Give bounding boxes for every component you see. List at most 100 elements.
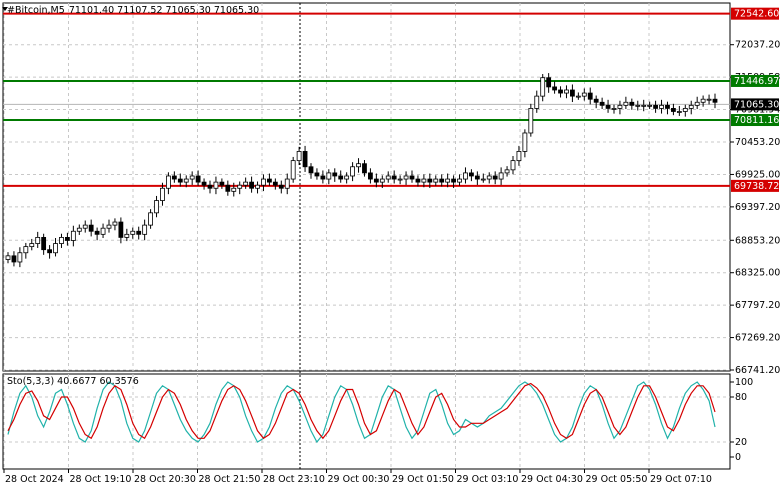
price-pane[interactable] — [2, 2, 731, 469]
candle-body — [700, 98, 706, 103]
level-tag-label: 70811.16 — [734, 115, 779, 126]
time-tick-label: 29 Oct 04:30 — [521, 474, 583, 485]
candle-body — [237, 184, 243, 189]
candle-body — [457, 178, 462, 183]
candle-body — [635, 104, 641, 107]
price-tick-label: 66741.20 — [735, 365, 780, 376]
candle-body — [47, 249, 52, 254]
candle-body — [189, 175, 195, 180]
level-tag — [731, 74, 779, 87]
candle-body — [540, 77, 546, 97]
candle-body — [629, 101, 635, 106]
candle-body — [682, 108, 688, 112]
candle-body — [463, 172, 468, 180]
candle-body — [581, 92, 587, 97]
candle-body — [278, 184, 284, 189]
candle-body — [552, 86, 557, 91]
candle-body — [154, 200, 159, 214]
current-price-tag — [731, 98, 779, 111]
candle-body — [516, 151, 522, 162]
candle-body — [427, 178, 433, 183]
candle-body — [11, 255, 17, 263]
candle-body — [356, 163, 361, 168]
candle-body — [659, 104, 664, 109]
candle-body — [570, 89, 575, 97]
candle-body — [653, 104, 658, 109]
candle-body — [605, 104, 611, 109]
level-tag-label: 71446.97 — [734, 76, 779, 87]
candle-body — [100, 227, 106, 235]
candle-body — [106, 224, 112, 229]
axes: 72037.2071509.5870981.9470453.2069925.00… — [2, 7, 780, 485]
candle-body — [124, 233, 130, 238]
candle-body — [302, 151, 308, 168]
candle-body — [694, 101, 700, 106]
candle-body — [617, 104, 623, 109]
candle-body — [712, 98, 718, 103]
candle-body — [415, 178, 421, 183]
candle-body — [647, 104, 653, 107]
candle-body — [112, 221, 118, 226]
candle-body — [373, 178, 379, 183]
candle-body — [65, 237, 70, 241]
time-tick-label: 28 Oct 21:50 — [199, 474, 261, 485]
level-tag-label: 72542.60 — [734, 9, 779, 20]
candle-body — [522, 132, 528, 152]
candle-body — [421, 178, 427, 183]
candle-body — [528, 108, 534, 134]
candle-body — [486, 175, 492, 180]
candle-body — [94, 230, 100, 235]
candle-body — [320, 175, 326, 180]
candle-body — [492, 175, 498, 180]
candle-body — [344, 175, 350, 180]
candle-body — [368, 172, 373, 180]
oscillator-pane[interactable] — [2, 373, 731, 470]
osc-tick-label: 20 — [735, 437, 747, 448]
candle-body — [379, 178, 385, 183]
candle-body — [587, 92, 593, 100]
chart-title: #Bitcoin,M5 — [7, 5, 65, 16]
candle-body — [314, 172, 320, 177]
candle-body — [611, 108, 617, 110]
candle-body — [171, 175, 177, 180]
candle-body — [350, 166, 355, 177]
price-tick-label: 68325.00 — [735, 268, 780, 279]
candle-body — [510, 160, 516, 171]
time-tick-label: 28 Oct 2024 — [5, 474, 64, 485]
candle-body — [249, 181, 254, 189]
candle-body — [433, 178, 439, 183]
candle-body — [267, 178, 272, 183]
price-tick-label: 70453.20 — [735, 137, 780, 148]
candle-body — [593, 98, 599, 103]
candle-body — [706, 98, 712, 101]
candle-body — [136, 230, 142, 235]
candle-body — [391, 175, 397, 180]
candle-body — [385, 175, 391, 180]
candle-body — [671, 108, 676, 112]
candle-body — [118, 221, 124, 238]
candle-body — [480, 178, 486, 181]
price-tick-label: 69397.20 — [735, 202, 780, 213]
collapse-marker-icon — [2, 7, 8, 11]
osc-tick-label: 80 — [735, 392, 747, 403]
candle-body — [177, 178, 183, 183]
time-tick-label: 29 Oct 07:10 — [650, 474, 712, 485]
candle-body — [88, 224, 94, 232]
candle-body — [5, 255, 11, 260]
candle-body — [130, 230, 136, 235]
candle-body — [183, 178, 189, 183]
level-tag — [731, 7, 779, 20]
candle-body — [564, 89, 569, 94]
level-tag — [731, 114, 779, 127]
price-tick-label: 67797.20 — [735, 300, 780, 311]
oscillator-pane-border — [2, 373, 731, 470]
candle-body — [409, 175, 415, 180]
candle-body — [219, 181, 225, 186]
candle-body — [290, 160, 296, 180]
candle-body — [142, 224, 148, 235]
candle-body — [29, 243, 35, 248]
candle-body — [403, 175, 409, 180]
candle-body — [397, 178, 403, 181]
osc-tick-label: 100 — [735, 377, 753, 388]
candle-body — [213, 181, 219, 189]
